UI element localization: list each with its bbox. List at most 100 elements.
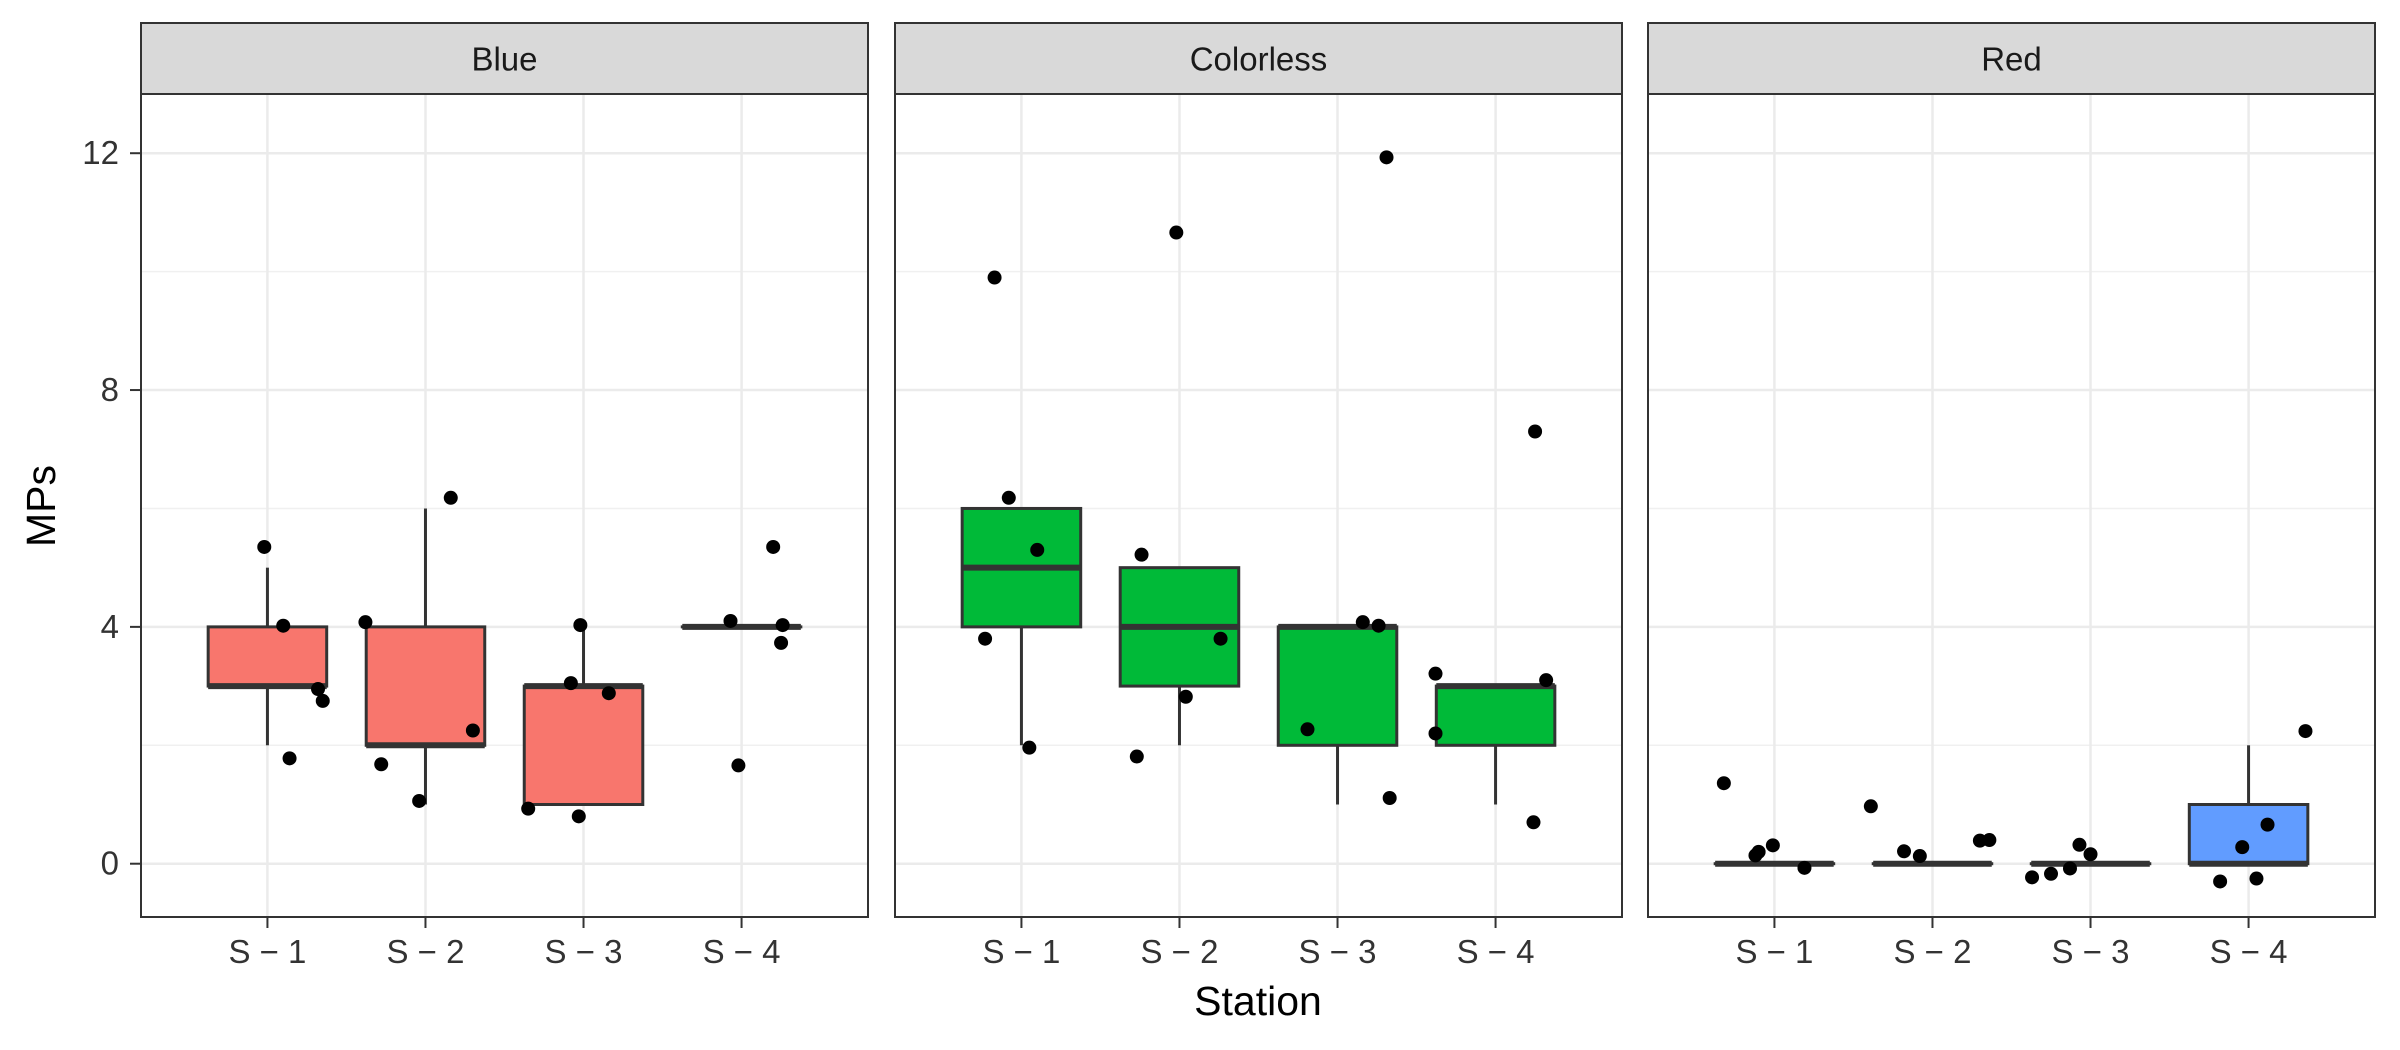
- data-point: [2072, 837, 2087, 852]
- x-tick-label: S − 2: [1140, 933, 1218, 970]
- data-point: [774, 635, 789, 650]
- data-point: [1022, 740, 1037, 755]
- data-point: [1428, 726, 1443, 741]
- data-point: [1528, 424, 1543, 439]
- x-tick-label: S − 3: [545, 933, 623, 970]
- box-body: [206, 625, 329, 688]
- data-point: [358, 615, 373, 630]
- data-point: [987, 270, 1002, 285]
- panel-background: [895, 94, 1622, 917]
- data-point: [1030, 542, 1045, 557]
- x-tick-label: S − 2: [1893, 933, 1971, 970]
- data-point: [563, 676, 578, 691]
- facet-panels: Blue S − 1 S − 2 S − 3 S − 4 Colorless S − 1 S …: [140, 22, 2376, 970]
- data-point: [731, 758, 746, 773]
- data-point: [1371, 618, 1386, 633]
- data-point: [1751, 844, 1766, 859]
- data-point: [1765, 838, 1780, 853]
- x-tick-label: S − 1: [228, 933, 306, 970]
- y-tick-label: 4: [101, 608, 119, 645]
- box-body: [522, 684, 645, 807]
- data-point: [2249, 871, 2264, 886]
- boxplot-colorless-3: [1276, 623, 1399, 805]
- box-body: [1276, 625, 1399, 747]
- data-point: [571, 809, 586, 824]
- data-point: [1134, 547, 1149, 562]
- boxplot-red-4: [2187, 745, 2310, 867]
- data-point: [2235, 840, 2250, 855]
- data-point: [2044, 866, 2059, 881]
- x-tick-label: S − 3: [2052, 933, 2130, 970]
- data-point: [601, 686, 616, 701]
- data-point: [766, 539, 781, 554]
- facet-panel-colorless: Colorless S − 1 S − 2 S − 3 S − 4: [894, 22, 1623, 970]
- data-point: [1382, 790, 1397, 805]
- box-body: [2187, 803, 2310, 866]
- y-tick-label: 8: [101, 371, 119, 408]
- data-point: [723, 613, 738, 628]
- data-point: [1863, 799, 1878, 814]
- box-body: [364, 625, 487, 747]
- facet-panel-blue: Blue S − 1 S − 2 S − 3 S − 4: [140, 22, 869, 970]
- panel-background: [141, 94, 868, 917]
- y-axis-title: MPs: [18, 465, 64, 547]
- data-point: [978, 631, 993, 646]
- boxplot-blue-2: [364, 508, 487, 805]
- x-tick-label: S − 1: [1735, 933, 1813, 970]
- data-point: [443, 490, 458, 505]
- data-point: [2260, 817, 2275, 832]
- panel-background: [1648, 94, 2375, 917]
- boxplot-blue-1: [206, 567, 329, 746]
- data-point: [311, 682, 326, 697]
- data-point: [1355, 615, 1370, 630]
- box-body: [1434, 684, 1557, 747]
- data-point: [1129, 749, 1144, 764]
- data-point: [412, 793, 427, 808]
- data-point: [1912, 849, 1927, 864]
- facet-panel-red: Red S − 1 S − 2 S − 3 S − 4: [1647, 22, 2376, 970]
- x-tick-label: S − 2: [386, 933, 464, 970]
- data-point: [1897, 844, 1912, 859]
- x-tick-label: S − 4: [2210, 933, 2288, 970]
- facet-strip-label: Red: [1981, 41, 2042, 78]
- data-point: [1539, 673, 1554, 688]
- boxplot-colorless-1: [960, 506, 1083, 746]
- boxplot-colorless-2: [1118, 566, 1241, 746]
- x-axis-title: Station: [1194, 978, 1322, 1024]
- data-point: [521, 801, 536, 816]
- data-point: [2083, 847, 2098, 862]
- data-point: [315, 693, 330, 708]
- data-point: [2213, 874, 2228, 889]
- data-point: [1300, 722, 1315, 737]
- data-point: [1178, 689, 1193, 704]
- data-point: [573, 618, 588, 633]
- data-point: [1428, 666, 1443, 681]
- data-point: [1797, 860, 1812, 875]
- x-tick-label: S − 3: [1299, 933, 1377, 970]
- x-tick-label: S − 4: [703, 933, 781, 970]
- data-point: [2025, 870, 2040, 885]
- data-point: [1526, 815, 1541, 830]
- data-point: [282, 751, 297, 766]
- data-point: [1001, 490, 1016, 505]
- boxplot-colorless-4: [1434, 683, 1557, 805]
- y-axis: 0 4 8 12: [82, 134, 141, 882]
- y-tick-label: 0: [101, 845, 119, 882]
- data-point: [465, 723, 480, 738]
- data-point: [2062, 861, 2077, 876]
- facet-strip: [1647, 22, 2376, 95]
- data-point: [1169, 225, 1184, 240]
- boxplot-blue-3: [522, 626, 645, 807]
- data-point: [1716, 776, 1731, 791]
- data-point: [775, 618, 790, 633]
- data-point: [374, 757, 389, 772]
- x-tick-label: S − 1: [982, 933, 1060, 970]
- y-tick-label: 12: [82, 134, 119, 171]
- data-point: [1982, 833, 1997, 848]
- x-tick-label: S − 4: [1457, 933, 1535, 970]
- facet-strip-label: Blue: [471, 41, 537, 78]
- data-point: [276, 618, 291, 633]
- data-point: [257, 539, 272, 554]
- data-point: [1379, 150, 1394, 165]
